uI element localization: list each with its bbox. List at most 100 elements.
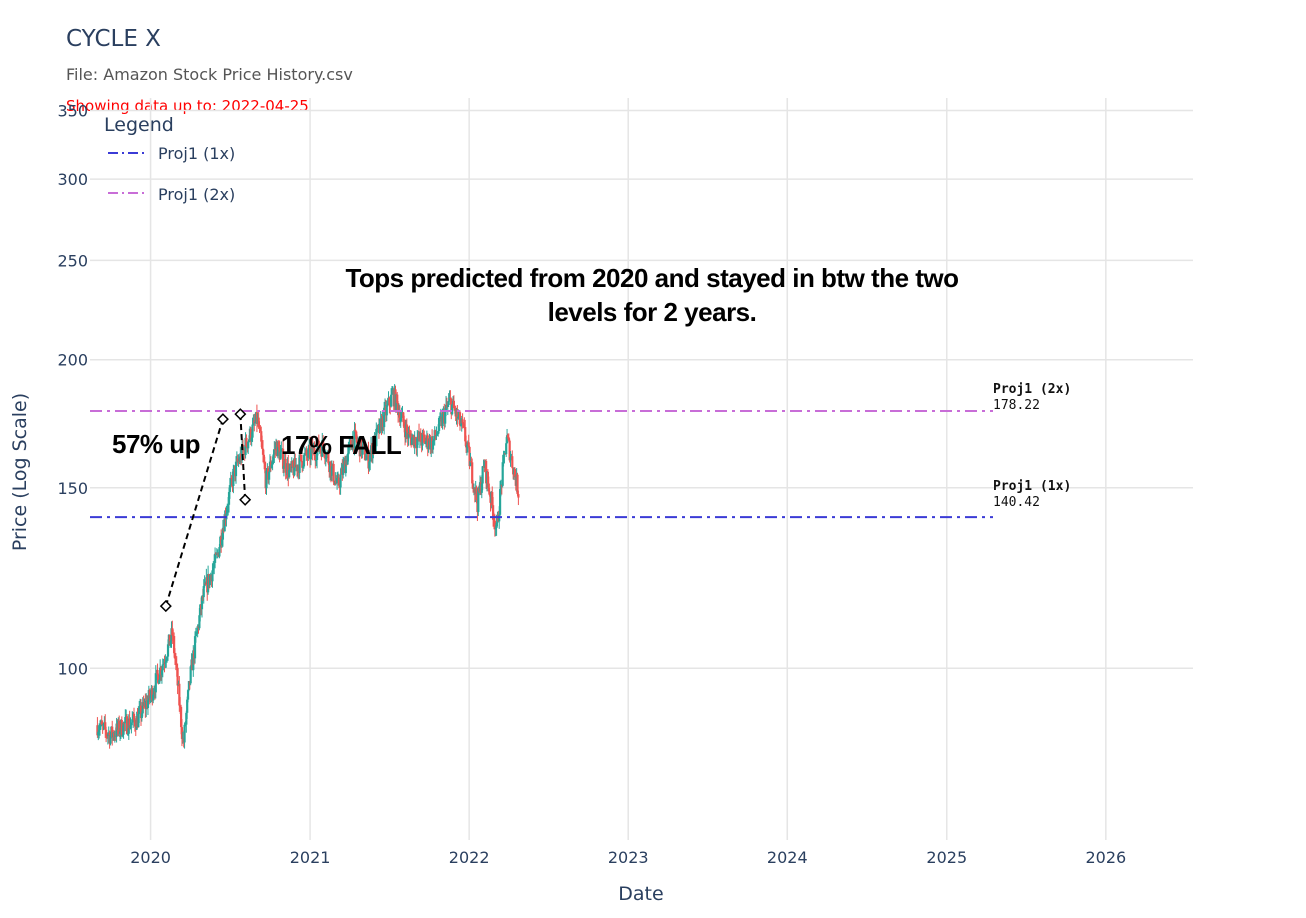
candle-body (426, 435, 429, 450)
y-tick-label: 100 (57, 659, 88, 678)
candle-body (220, 539, 224, 546)
x-tick-label: 2026 (1085, 848, 1126, 867)
candle-body (257, 417, 260, 428)
candle-body (432, 439, 435, 441)
candle-body (447, 400, 450, 406)
candle-body (327, 452, 330, 464)
candle-body (121, 734, 124, 736)
candle-body (303, 453, 306, 456)
candle-body (124, 717, 127, 724)
candle-body (499, 485, 503, 490)
candle-body (501, 462, 504, 486)
candle-body (444, 410, 447, 424)
candle-body (398, 412, 401, 423)
candle-body (192, 650, 195, 671)
candle-body (294, 458, 297, 468)
x-tick-label: 2020 (130, 848, 171, 867)
candle-body (400, 413, 403, 418)
candle-body (141, 702, 144, 714)
candle-body (438, 417, 442, 419)
candle-body (502, 454, 505, 463)
candle-body (441, 414, 444, 427)
candle-body (199, 604, 202, 616)
candle-body (459, 424, 462, 426)
trendline-marker (234, 408, 247, 421)
x-tick-label: 2021 (290, 848, 331, 867)
candle-body (346, 454, 349, 465)
candle-body (464, 441, 468, 448)
candle-body (279, 451, 282, 460)
candle-body (422, 433, 425, 435)
candle-body (129, 725, 132, 729)
up-annotation: 57% up (112, 429, 200, 459)
candle-body (458, 412, 462, 426)
candle-body (96, 725, 99, 736)
candle-body (137, 714, 140, 728)
candle-body (156, 669, 159, 675)
candle-body (166, 656, 169, 661)
candle-body (511, 456, 514, 468)
candle-body (463, 423, 466, 428)
candle-body (98, 729, 101, 732)
candle-body (317, 440, 320, 452)
candle-body (397, 403, 400, 416)
candle-body (344, 460, 347, 474)
candle-body (111, 726, 114, 738)
candle-body (347, 446, 350, 455)
candle-body (452, 400, 455, 409)
candle-body (148, 690, 151, 699)
candle-body (122, 722, 125, 735)
candle-body (130, 722, 133, 726)
candle-body (427, 446, 430, 450)
candle-body (354, 429, 357, 432)
candle-body (471, 462, 474, 484)
candle-body (174, 658, 177, 664)
candle-body (178, 683, 181, 706)
legend-title: Legend (104, 114, 174, 136)
candle-body (132, 713, 136, 721)
candle-body (507, 437, 510, 441)
candle-body (213, 562, 216, 568)
candle-body (424, 441, 428, 444)
candle-body (277, 442, 280, 448)
candle-body (405, 424, 408, 432)
candle-body (166, 644, 170, 657)
candle-body (203, 582, 206, 587)
candle-body (486, 471, 489, 484)
legend-item-proj1-1x[interactable]: Proj1 (1x) (158, 144, 235, 163)
candle-body (105, 729, 108, 735)
candle-body (152, 694, 155, 701)
candle-body (226, 507, 229, 514)
candle-body (247, 441, 250, 449)
candle-body (126, 733, 130, 735)
legend-item-proj1-2x[interactable]: Proj1 (2x) (158, 185, 235, 204)
candle-body (424, 437, 427, 444)
candle-body (385, 405, 388, 416)
candle-body (399, 417, 402, 423)
candle-body (261, 441, 264, 449)
candle-body (229, 477, 232, 486)
candle-body (123, 722, 126, 724)
trendline-annotations (159, 408, 252, 613)
candle-body (183, 724, 186, 743)
candle-body (390, 394, 393, 407)
candle-body (330, 466, 333, 476)
candle-body (321, 440, 324, 457)
candle-body (324, 458, 327, 460)
candle-body (436, 434, 439, 436)
candle-body (491, 492, 494, 506)
candle-body (236, 458, 239, 463)
candle-body (245, 437, 248, 447)
candle-body (106, 734, 109, 737)
candle-body (298, 454, 301, 473)
candle-body (477, 488, 480, 513)
candle-body (118, 731, 122, 734)
candle-body (270, 464, 273, 468)
candle-body (112, 733, 116, 738)
candle-body (272, 454, 275, 461)
candle-body (493, 520, 496, 530)
candle-body (161, 664, 164, 671)
candle-body (195, 632, 198, 635)
candle-body (457, 416, 460, 419)
